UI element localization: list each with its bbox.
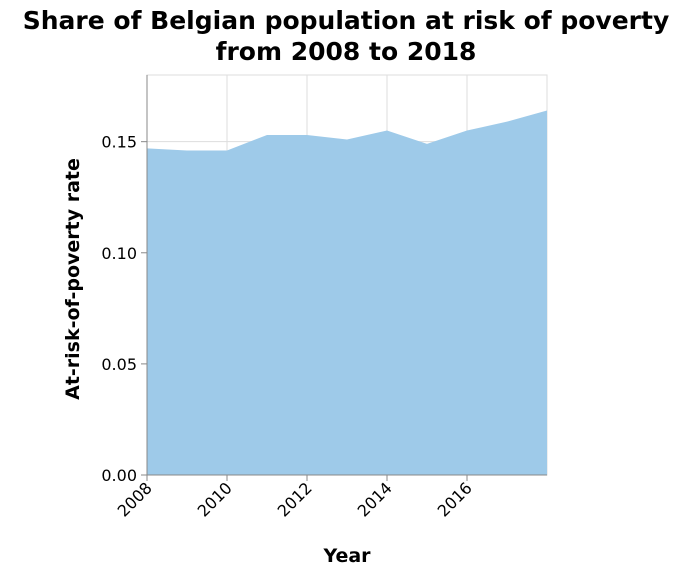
y-axis-label: At-risk-of-poverty rate [62, 158, 84, 400]
y-tick-label: 0.05 [101, 355, 137, 374]
y-tick-label: 0.10 [101, 244, 137, 263]
area-layer [147, 110, 547, 476]
axes [141, 75, 547, 481]
chart-title-line-2: from 2008 to 2018 [216, 37, 477, 66]
chart-title-line-1: Share of Belgian population at risk of p… [23, 6, 670, 35]
y-tick-label: 0.15 [101, 133, 137, 152]
area-series [147, 110, 547, 476]
x-axis-label: Year [322, 545, 371, 567]
x-tick-label: 2014 [354, 478, 396, 520]
x-tick-label: 2016 [434, 478, 476, 520]
x-tick-label: 2012 [274, 478, 316, 520]
y-tick-label: 0.00 [101, 466, 137, 485]
x-tick-label: 2010 [194, 478, 236, 520]
